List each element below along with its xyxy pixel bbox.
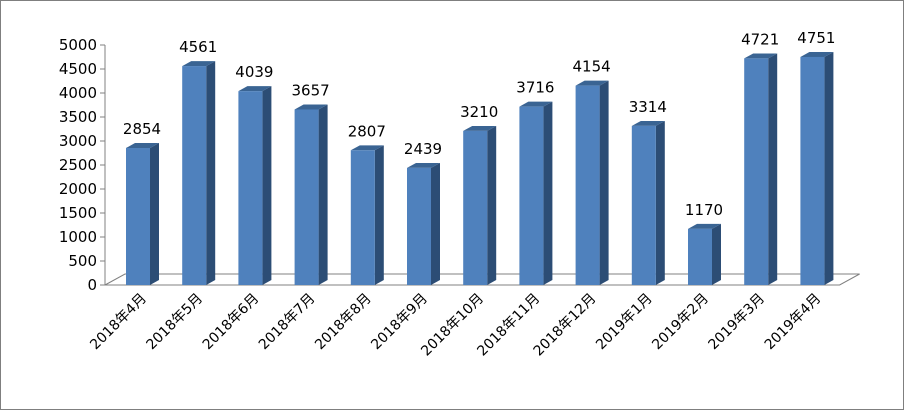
- y-tick-label: 3500: [59, 108, 97, 126]
- data-label: 4721: [741, 30, 779, 48]
- x-category-label: 2018年7月: [256, 291, 319, 354]
- bar-side: [262, 86, 272, 285]
- bar-top: [294, 104, 328, 110]
- x-category-label: 2018年8月: [312, 291, 375, 354]
- data-label: 3210: [460, 103, 498, 121]
- data-label: 4154: [573, 58, 611, 76]
- bar-top: [350, 145, 384, 151]
- bar: [519, 101, 553, 285]
- bar-front: [463, 130, 488, 285]
- bar-side: [712, 223, 721, 285]
- bar: [182, 61, 216, 286]
- bar-front: [631, 125, 656, 285]
- y-tick-label: 2000: [59, 180, 97, 198]
- y-tick-label: 3000: [59, 132, 97, 150]
- x-category-label: 2019年4月: [762, 291, 825, 354]
- data-label: 3314: [629, 98, 667, 116]
- bar: [350, 145, 384, 285]
- bar-top: [744, 53, 778, 59]
- x-category-label: 2019年2月: [649, 291, 712, 354]
- bar: [126, 143, 159, 285]
- bar-top: [575, 80, 609, 86]
- bar-side: [487, 125, 497, 285]
- bar-top: [407, 162, 440, 168]
- bar-top: [800, 52, 834, 57]
- bar: [631, 120, 665, 285]
- y-tick-label: 5000: [59, 36, 97, 54]
- bar-side: [431, 162, 440, 285]
- bar: [238, 86, 272, 286]
- y-tick-label: 500: [68, 252, 97, 270]
- bar-front: [407, 167, 431, 285]
- bar-side: [543, 101, 553, 285]
- x-category-label: 2018年4月: [87, 291, 150, 354]
- bar-top: [238, 86, 272, 92]
- bar-side: [824, 52, 834, 285]
- bar-front: [800, 56, 825, 286]
- data-label: 2854: [123, 120, 161, 138]
- bar-side: [150, 143, 159, 285]
- x-category-label: 2019年1月: [593, 291, 656, 354]
- bar-side: [655, 120, 665, 285]
- y-tick-label: 1000: [59, 228, 97, 246]
- bar: [294, 104, 328, 286]
- data-label: 1170: [685, 201, 723, 219]
- data-label: 4039: [235, 63, 273, 81]
- bar-front: [744, 58, 769, 285]
- y-tick-label: 1500: [59, 204, 97, 222]
- bar: [800, 52, 834, 286]
- bar-side: [318, 104, 328, 285]
- bar-front: [350, 150, 375, 285]
- y-tick-label: 0: [87, 276, 97, 294]
- bar-top: [519, 101, 553, 107]
- bar-front: [182, 66, 207, 286]
- data-label: 4561: [179, 38, 217, 56]
- bar-front: [126, 148, 150, 285]
- data-label: 2439: [404, 140, 442, 158]
- bar-side: [768, 53, 778, 285]
- bar-side: [206, 61, 216, 285]
- x-category-label: 2018年6月: [200, 291, 263, 354]
- bar-side: [374, 145, 384, 285]
- y-tick-label: 2500: [59, 156, 97, 174]
- bar-top: [182, 61, 216, 67]
- bar-top: [631, 120, 665, 126]
- bar: [744, 53, 778, 285]
- bar: [407, 162, 440, 285]
- bar: [688, 223, 721, 285]
- bar-front: [688, 228, 712, 285]
- y-tick-label: 4500: [59, 60, 97, 78]
- x-category-label: 2018年5月: [144, 291, 207, 354]
- bar-side: [599, 80, 609, 286]
- bar-front: [238, 91, 263, 286]
- bar-front: [575, 85, 600, 285]
- data-label: 3716: [516, 79, 554, 97]
- bar-front: [519, 106, 544, 285]
- bar: [575, 80, 609, 286]
- bar-top: [688, 223, 721, 229]
- data-label: 4751: [797, 29, 835, 47]
- bar-top: [126, 143, 159, 149]
- bar-front: [294, 109, 319, 286]
- data-label: 2807: [348, 122, 386, 140]
- x-category-label: 2019年3月: [706, 291, 769, 354]
- bar: [463, 125, 497, 285]
- y-tick-label: 4000: [59, 84, 97, 102]
- bar-top: [463, 125, 497, 131]
- data-label: 3657: [292, 81, 330, 99]
